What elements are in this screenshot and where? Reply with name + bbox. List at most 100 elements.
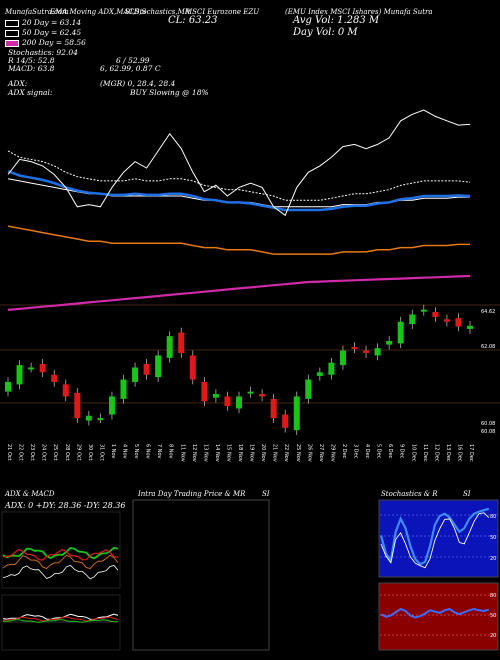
candle xyxy=(236,396,242,409)
candle xyxy=(143,363,150,375)
macd-panel xyxy=(1,594,121,651)
macd-value: MACD: 63.8 xyxy=(8,64,55,73)
candle xyxy=(316,372,323,376)
adx-white-line xyxy=(2,564,119,580)
candle xyxy=(270,398,277,419)
r-value: R 14/5: 52.8 xyxy=(8,56,55,65)
stoch-k-line xyxy=(379,507,490,566)
candle xyxy=(212,394,219,398)
date-label: 19 Nov xyxy=(249,444,255,462)
rsi-line xyxy=(380,607,490,619)
legend-ema20: 20 Day = 63.14 xyxy=(5,18,81,27)
rsi-tick-50: 50 xyxy=(490,613,496,619)
candle xyxy=(108,396,115,415)
stoch-tick-50: 50 xyxy=(490,535,496,541)
candle xyxy=(351,347,358,350)
candle xyxy=(259,394,266,397)
rsi-tick-80: 80 xyxy=(490,593,496,599)
date-label: 21 Nov xyxy=(272,444,278,462)
candle xyxy=(97,418,104,421)
stoch-tick-80: 80 xyxy=(490,514,496,520)
ema200-line xyxy=(7,274,471,311)
candle xyxy=(363,350,370,354)
r-value-2: 6 / 52.99 xyxy=(116,56,150,65)
stoch-d-line xyxy=(380,512,490,569)
legend-ema50: 50 Day = 62.45 xyxy=(5,28,81,37)
date-label: 5 Nov xyxy=(133,444,139,459)
stock-name: MSCI Eurozone EZU xyxy=(185,8,260,16)
macd-hist-line xyxy=(3,619,119,623)
macd-line xyxy=(2,613,119,621)
date-label: 20 Nov xyxy=(260,444,266,462)
date-label: 30 Oct xyxy=(87,444,93,461)
candle xyxy=(305,379,312,399)
candle xyxy=(132,367,139,382)
candle xyxy=(178,332,185,354)
avg-volume: Avg Vol: 1.283 M xyxy=(293,15,380,26)
candle xyxy=(224,396,231,407)
candle xyxy=(420,309,427,312)
day-volume: Day Vol: 0 M xyxy=(293,27,358,38)
date-label: 8 Nov xyxy=(168,444,174,459)
ema20-line xyxy=(7,150,471,201)
date-label: 12 Dec xyxy=(433,444,439,462)
candle xyxy=(16,365,23,385)
date-label: 1 Nov xyxy=(110,444,116,459)
adx-panel-title: ADX & MACD xyxy=(5,490,55,498)
date-label: 4 Dec xyxy=(364,444,370,459)
price-label: 60.08 xyxy=(481,429,495,435)
legend-ema200: 200 Day = 58.56 xyxy=(5,38,86,47)
stoch-label: SI,Stochastics,MR xyxy=(125,8,191,16)
date-label: 31 Oct xyxy=(98,444,104,461)
date-label: 3 Dec xyxy=(353,444,359,459)
stoch-panel-title: Stochastics & R xyxy=(381,490,438,498)
indicators-label: EMA Moving ADX,MACD,S xyxy=(50,8,147,16)
date-label: 6 Dec xyxy=(387,444,393,459)
date-label: 24 Oct xyxy=(41,444,47,461)
date-label: 11 Dec xyxy=(422,444,428,462)
date-label: 25 Oct xyxy=(52,444,58,461)
date-label: 28 Oct xyxy=(64,444,70,461)
orange-ema-line xyxy=(7,225,470,255)
macd-value-2: 6, 62.99, 0.87 C xyxy=(100,64,161,73)
candle xyxy=(339,350,346,366)
candle xyxy=(85,415,92,421)
candle xyxy=(328,362,335,375)
candle xyxy=(409,314,416,325)
macd-signal-line xyxy=(2,616,119,622)
intraday-panel-si: SI xyxy=(262,490,270,498)
fund-name: (EMU Index MSCI Ishares) Munafa Sutra xyxy=(285,8,433,16)
candle xyxy=(28,367,35,370)
date-label: 12 Nov xyxy=(191,444,197,462)
candle xyxy=(39,363,46,373)
date-label: 11 Nov xyxy=(179,444,185,462)
candle xyxy=(397,321,404,344)
candle xyxy=(386,340,393,345)
date-label: 2 Dec xyxy=(341,444,347,459)
candle xyxy=(293,396,300,431)
price-label: 64.62 xyxy=(481,309,495,315)
stoch-panel-si: SI xyxy=(463,490,471,498)
candle xyxy=(455,318,462,327)
price-line xyxy=(7,109,471,217)
close-price: CL: 63.23 xyxy=(168,15,218,26)
date-label: 13 Nov xyxy=(202,444,208,462)
candle xyxy=(120,379,127,399)
plus-di-line xyxy=(2,546,119,560)
date-label: 14 Nov xyxy=(214,444,220,462)
intraday-panel-title: Intra Day Trading Price & MR xyxy=(138,490,246,498)
candle xyxy=(155,355,162,378)
date-label: 13 Dec xyxy=(445,444,451,462)
blue-ema-line xyxy=(7,170,471,212)
adx-line xyxy=(2,554,119,570)
minus-di-line xyxy=(2,548,119,561)
candle xyxy=(189,355,196,380)
candle xyxy=(74,392,81,419)
date-label: 4 Nov xyxy=(122,444,128,459)
date-label: 22 Nov xyxy=(283,444,289,462)
price-label: 62.08 xyxy=(481,344,495,350)
date-label: 22 Oct xyxy=(18,444,24,461)
intraday-panel xyxy=(132,499,270,651)
date-label: 23 Oct xyxy=(29,444,35,461)
date-label: 15 Nov xyxy=(225,444,231,462)
